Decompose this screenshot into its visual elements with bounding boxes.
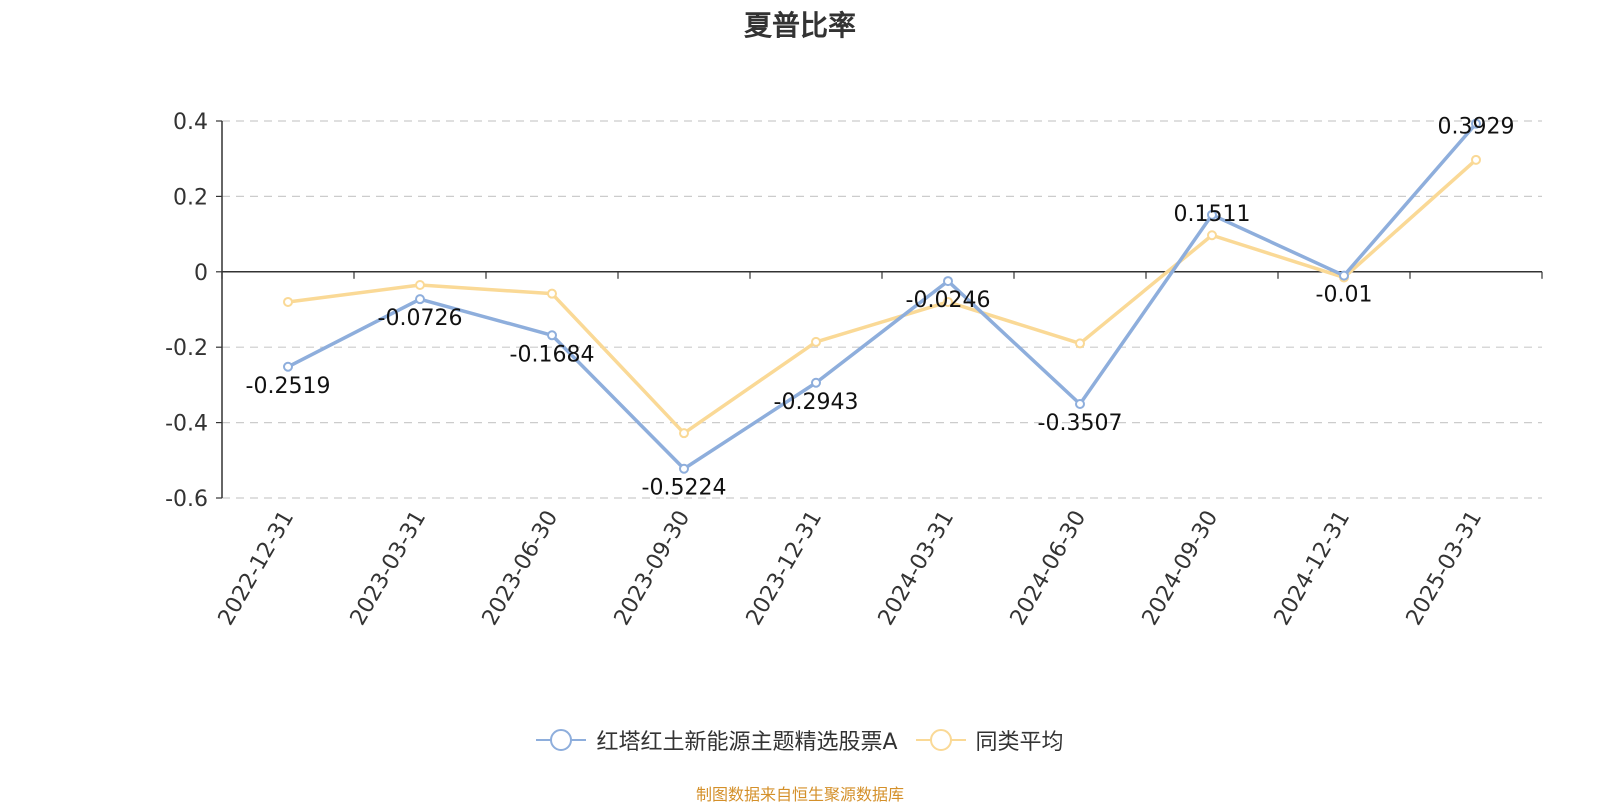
x-tick-label: 2024-12-31: [1270, 507, 1356, 630]
legend-label-peer-average: 同类平均: [975, 730, 1064, 755]
data-label: -0.0726: [378, 306, 463, 331]
point-peer-average: [679, 428, 689, 439]
point-peer-average: [1207, 230, 1217, 241]
data-label: -0.1684: [510, 342, 595, 367]
point-fund: [811, 377, 821, 388]
x-tick-label: 2023-09-30: [610, 507, 696, 630]
data-label: -0.0246: [906, 288, 991, 313]
point-fund: [679, 463, 689, 474]
x-tick-label: 2023-06-30: [478, 507, 564, 630]
gridlines: [222, 120, 1542, 499]
y-axis: 0.4 0.2 0 -0.2 -0.4 -0.6: [165, 110, 223, 512]
point-peer-average: [811, 336, 821, 347]
data-label: -0.5224: [642, 476, 727, 501]
y-tick-label: -0.4: [165, 412, 208, 437]
legend-line-circle-icon: [536, 729, 587, 751]
x-tick-label: 2025-03-31: [1402, 507, 1488, 630]
series-lines: [287, 122, 1478, 471]
y-tick-label: -0.6: [165, 487, 208, 512]
legend-item-fund[interactable]: 红塔红土新能源主题精选股票A: [536, 724, 898, 756]
point-fund: [1339, 270, 1349, 281]
y-tick-label: 0.2: [173, 185, 208, 210]
x-tick-label: 2024-03-31: [874, 507, 960, 630]
data-label: -0.2943: [774, 390, 859, 415]
point-peer-average: [415, 279, 425, 290]
data-labels: -0.2519 -0.0726 -0.1684 -0.5224 -0.2943 -0.02…: [246, 115, 1515, 501]
data-label: -0.3507: [1038, 411, 1123, 436]
data-label: 0.3929: [1438, 115, 1515, 140]
series-line-peer-average: [287, 158, 1478, 435]
x-tick-label: 2023-12-31: [742, 507, 828, 630]
point-fund: [1075, 399, 1085, 410]
point-fund: [283, 361, 293, 372]
x-tick-label: 2024-09-30: [1138, 507, 1224, 630]
legend-item-peer-average[interactable]: 同类平均: [915, 724, 1064, 756]
y-tick-label: 0.4: [173, 110, 208, 135]
point-fund: [1207, 209, 1217, 220]
point-peer-average: [1471, 154, 1481, 165]
data-label: 0.1511: [1174, 202, 1251, 227]
point-peer-average: [943, 296, 953, 307]
source-note: 制图数据来自恒生聚源数据库: [695, 785, 904, 804]
chart-title: 夏普比率: [743, 9, 856, 42]
data-label: -0.2519: [246, 374, 331, 399]
point-peer-average: [1075, 338, 1085, 349]
point-fund: [943, 276, 953, 287]
point-fund: [1471, 118, 1481, 129]
point-peer-average: [547, 288, 557, 299]
legend-line-circle-icon: [915, 729, 966, 751]
legend: 红塔红土新能源主题精选股票A 同类平均: [0, 724, 1600, 756]
legend-label-fund: 红塔红土新能源主题精选股票A: [596, 730, 898, 755]
y-tick-label: 0: [194, 261, 208, 286]
y-tick-label: -0.2: [165, 336, 208, 361]
series-line-fund: [287, 122, 1478, 471]
data-label: -0.01: [1316, 283, 1373, 308]
point-peer-average: [283, 296, 293, 307]
point-fund: [547, 330, 557, 341]
x-tick-label: 2022-12-31: [214, 507, 300, 630]
point-fund: [415, 294, 425, 305]
x-tick-label: 2024-06-30: [1006, 507, 1092, 630]
x-tick-label: 2023-03-31: [346, 507, 432, 630]
series-points: [283, 118, 1481, 474]
